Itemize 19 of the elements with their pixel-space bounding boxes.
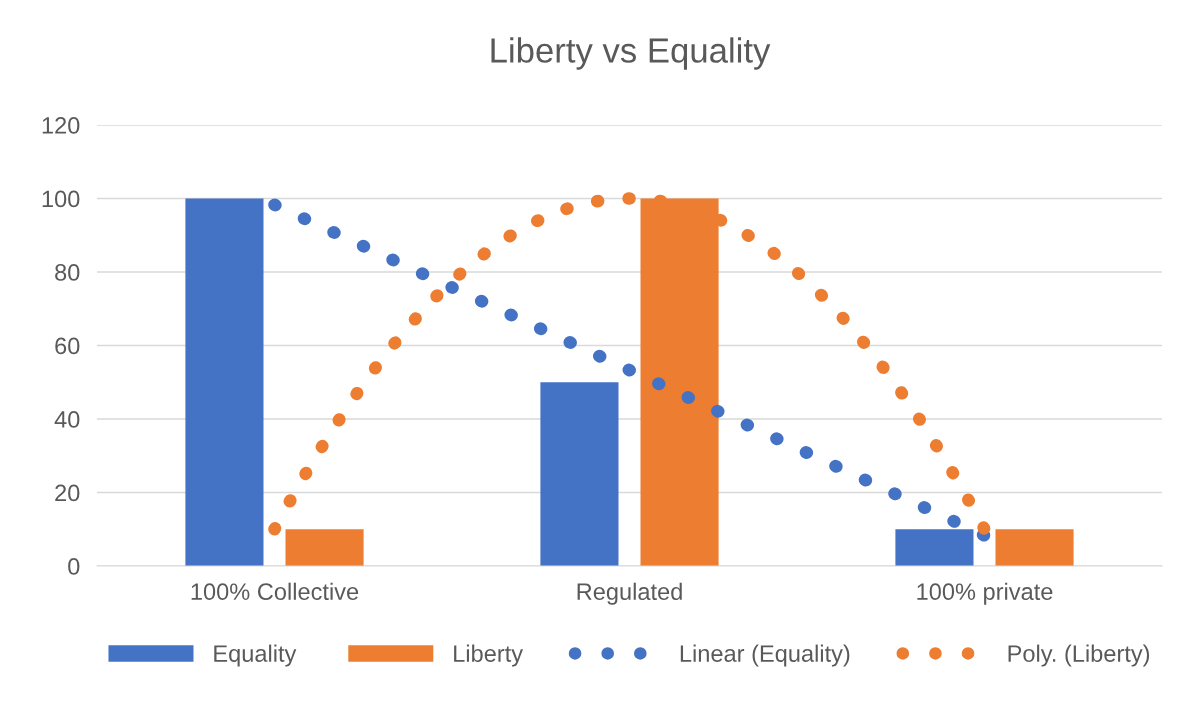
bar — [540, 382, 619, 566]
y-tick-label: 120 — [42, 117, 80, 134]
x-tick-label: Regulated — [577, 582, 682, 605]
bar — [185, 198, 264, 566]
legend-label: Linear (Equality) — [680, 644, 850, 667]
chart-title: Liberty vs Equality — [491, 37, 771, 70]
y-tick-label: 80 — [55, 264, 80, 281]
y-tick-label: 60 — [55, 337, 80, 355]
y-tick-label: 40 — [54, 411, 80, 428]
bar — [285, 529, 364, 566]
legend-label: Poly. (Liberty) — [1008, 644, 1150, 667]
y-tick-label: 100 — [42, 190, 80, 208]
y-tick-label: 20 — [55, 484, 80, 502]
x-tick-label: 100% private — [917, 582, 1053, 605]
y-tick-label: 0 — [68, 558, 80, 575]
x-tick-label: 100% Collective — [191, 582, 359, 601]
legend-label: Liberty — [454, 644, 524, 667]
legend-label: Equality — [214, 644, 297, 667]
bar — [995, 529, 1074, 566]
